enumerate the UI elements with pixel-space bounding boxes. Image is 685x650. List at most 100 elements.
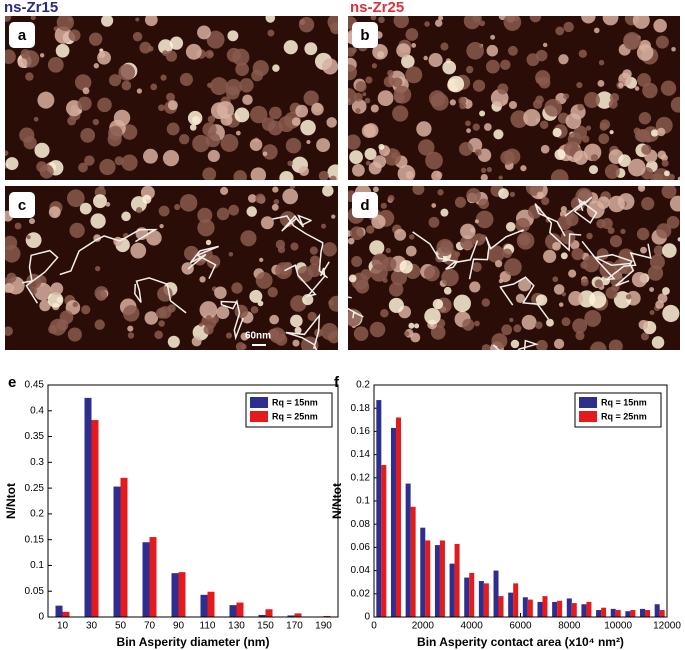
grain [668, 173, 675, 180]
grain [220, 186, 229, 195]
grain [37, 91, 55, 109]
grain [479, 20, 486, 27]
cluster-outline [468, 229, 525, 280]
grain [250, 105, 268, 124]
grain [239, 78, 254, 93]
grain [431, 170, 442, 180]
grain [298, 16, 315, 33]
grain [428, 53, 443, 68]
grain [269, 328, 279, 339]
x-tick-label: 110 [200, 621, 216, 632]
panel-title: ns-Zr15 [4, 0, 58, 16]
grain [527, 205, 542, 219]
grain [216, 305, 230, 320]
bar [405, 483, 411, 617]
bar [625, 611, 631, 617]
panel-label: e [8, 374, 16, 391]
grain [460, 223, 476, 240]
grain [199, 276, 206, 283]
grain [252, 60, 269, 77]
legend-label: Rq = 25nm [601, 411, 647, 421]
grain [553, 284, 565, 295]
grain [97, 97, 112, 113]
grain [478, 198, 490, 210]
grain [552, 276, 559, 283]
grain [309, 246, 318, 255]
grain [510, 110, 528, 128]
grain [573, 125, 588, 140]
grain [518, 278, 532, 292]
grain [362, 92, 367, 97]
legend-swatch [250, 397, 268, 408]
grain [535, 294, 548, 306]
cluster-outline [534, 203, 582, 252]
bar [395, 417, 401, 617]
grain [98, 186, 105, 190]
cluster-outline [564, 196, 598, 224]
grain [516, 231, 535, 250]
grain [563, 21, 574, 33]
grain [647, 265, 664, 281]
grain [350, 226, 364, 241]
bar [425, 540, 431, 617]
grain [249, 138, 263, 151]
grain [364, 147, 377, 160]
grain [565, 113, 582, 129]
bar [200, 594, 208, 617]
grain [459, 142, 473, 156]
grain [97, 50, 111, 65]
grain [636, 227, 650, 241]
grain [535, 321, 543, 330]
grain [158, 320, 165, 327]
grain [442, 60, 457, 75]
bar [434, 545, 440, 617]
grain [327, 331, 338, 344]
y-tick-label: 0.1 [30, 560, 44, 571]
grain [428, 90, 446, 107]
grain [135, 17, 140, 22]
scale-bar-label: 60nm [245, 331, 271, 342]
grain [277, 245, 286, 254]
grain [271, 203, 279, 211]
y-tick-label: 0.2 [30, 509, 44, 520]
grain [661, 159, 669, 167]
grain [625, 294, 632, 300]
grain [352, 163, 365, 177]
y-tick-label: 0.05 [25, 586, 45, 597]
grain [501, 324, 513, 336]
grain [414, 323, 420, 329]
grain [480, 167, 487, 173]
cluster-outline [593, 253, 635, 287]
legend-swatch [579, 397, 597, 408]
grain [348, 64, 357, 81]
grain [365, 76, 373, 84]
bar [508, 592, 514, 617]
grain [581, 16, 596, 24]
grain [388, 297, 404, 313]
grain [39, 164, 54, 179]
grain [328, 295, 338, 312]
x-tick-label: 30 [86, 621, 98, 632]
grain [329, 175, 337, 180]
grain [5, 150, 9, 156]
bar [376, 400, 382, 617]
grain [575, 331, 585, 341]
grain [48, 206, 61, 219]
bar [610, 608, 616, 617]
grain [423, 265, 440, 282]
grain [326, 117, 337, 128]
grain [216, 207, 230, 221]
grain [225, 79, 242, 96]
grain [583, 92, 600, 108]
panel-label: b [360, 27, 369, 44]
grain [205, 314, 212, 322]
grain [387, 69, 394, 77]
grain [502, 248, 513, 259]
y-tick-label: 0.04 [351, 565, 371, 576]
grain [577, 103, 585, 111]
grain [480, 173, 488, 180]
grain [504, 258, 522, 276]
grain [174, 203, 181, 211]
grain [246, 206, 258, 217]
y-tick-label: 0.16 [351, 426, 371, 437]
